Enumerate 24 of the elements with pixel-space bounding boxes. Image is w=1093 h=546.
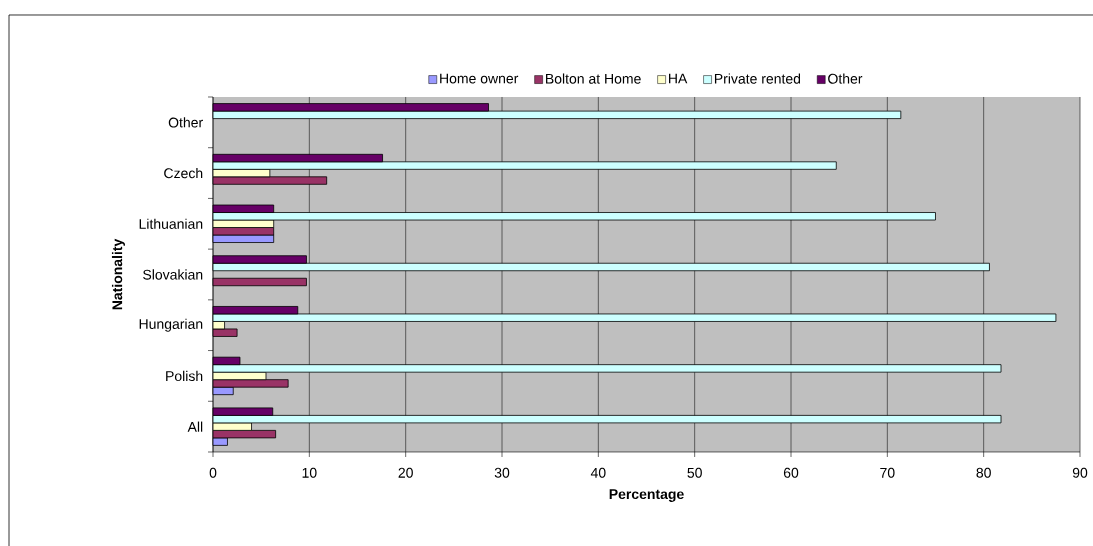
x-tick-label: 90 <box>1072 467 1088 478</box>
legend-label: Private rented <box>714 73 801 84</box>
y-tick-label: Lithuanian <box>139 218 203 229</box>
x-tick-label: 10 <box>302 467 317 478</box>
x-tick-label: 80 <box>976 467 991 478</box>
y-tick-label: All <box>187 421 203 432</box>
y-tick-label: Czech <box>164 167 203 179</box>
x-tick-label: 0 <box>209 467 217 478</box>
legend-label: Home owner <box>440 73 519 84</box>
x-tick-label: 50 <box>687 467 702 478</box>
y-tick-label: Slovakian <box>143 269 203 280</box>
y-axis-title: Nationality <box>111 238 125 310</box>
y-tick-label: Polish <box>166 370 203 382</box>
x-axis-title: Percentage <box>609 489 684 502</box>
x-tick-label: 60 <box>783 467 799 478</box>
x-tick-label: 20 <box>398 467 413 478</box>
legend-label: HA <box>669 73 688 84</box>
legend-label: Other <box>828 73 863 84</box>
x-tick-label: 40 <box>590 467 606 478</box>
x-tick-label: 30 <box>494 467 510 478</box>
y-tick-label: Other <box>168 117 203 128</box>
y-tick-label: Hungarian <box>139 318 203 332</box>
legend-label: Bolton at Home <box>546 73 641 84</box>
x-tick-label: 70 <box>880 467 895 478</box>
